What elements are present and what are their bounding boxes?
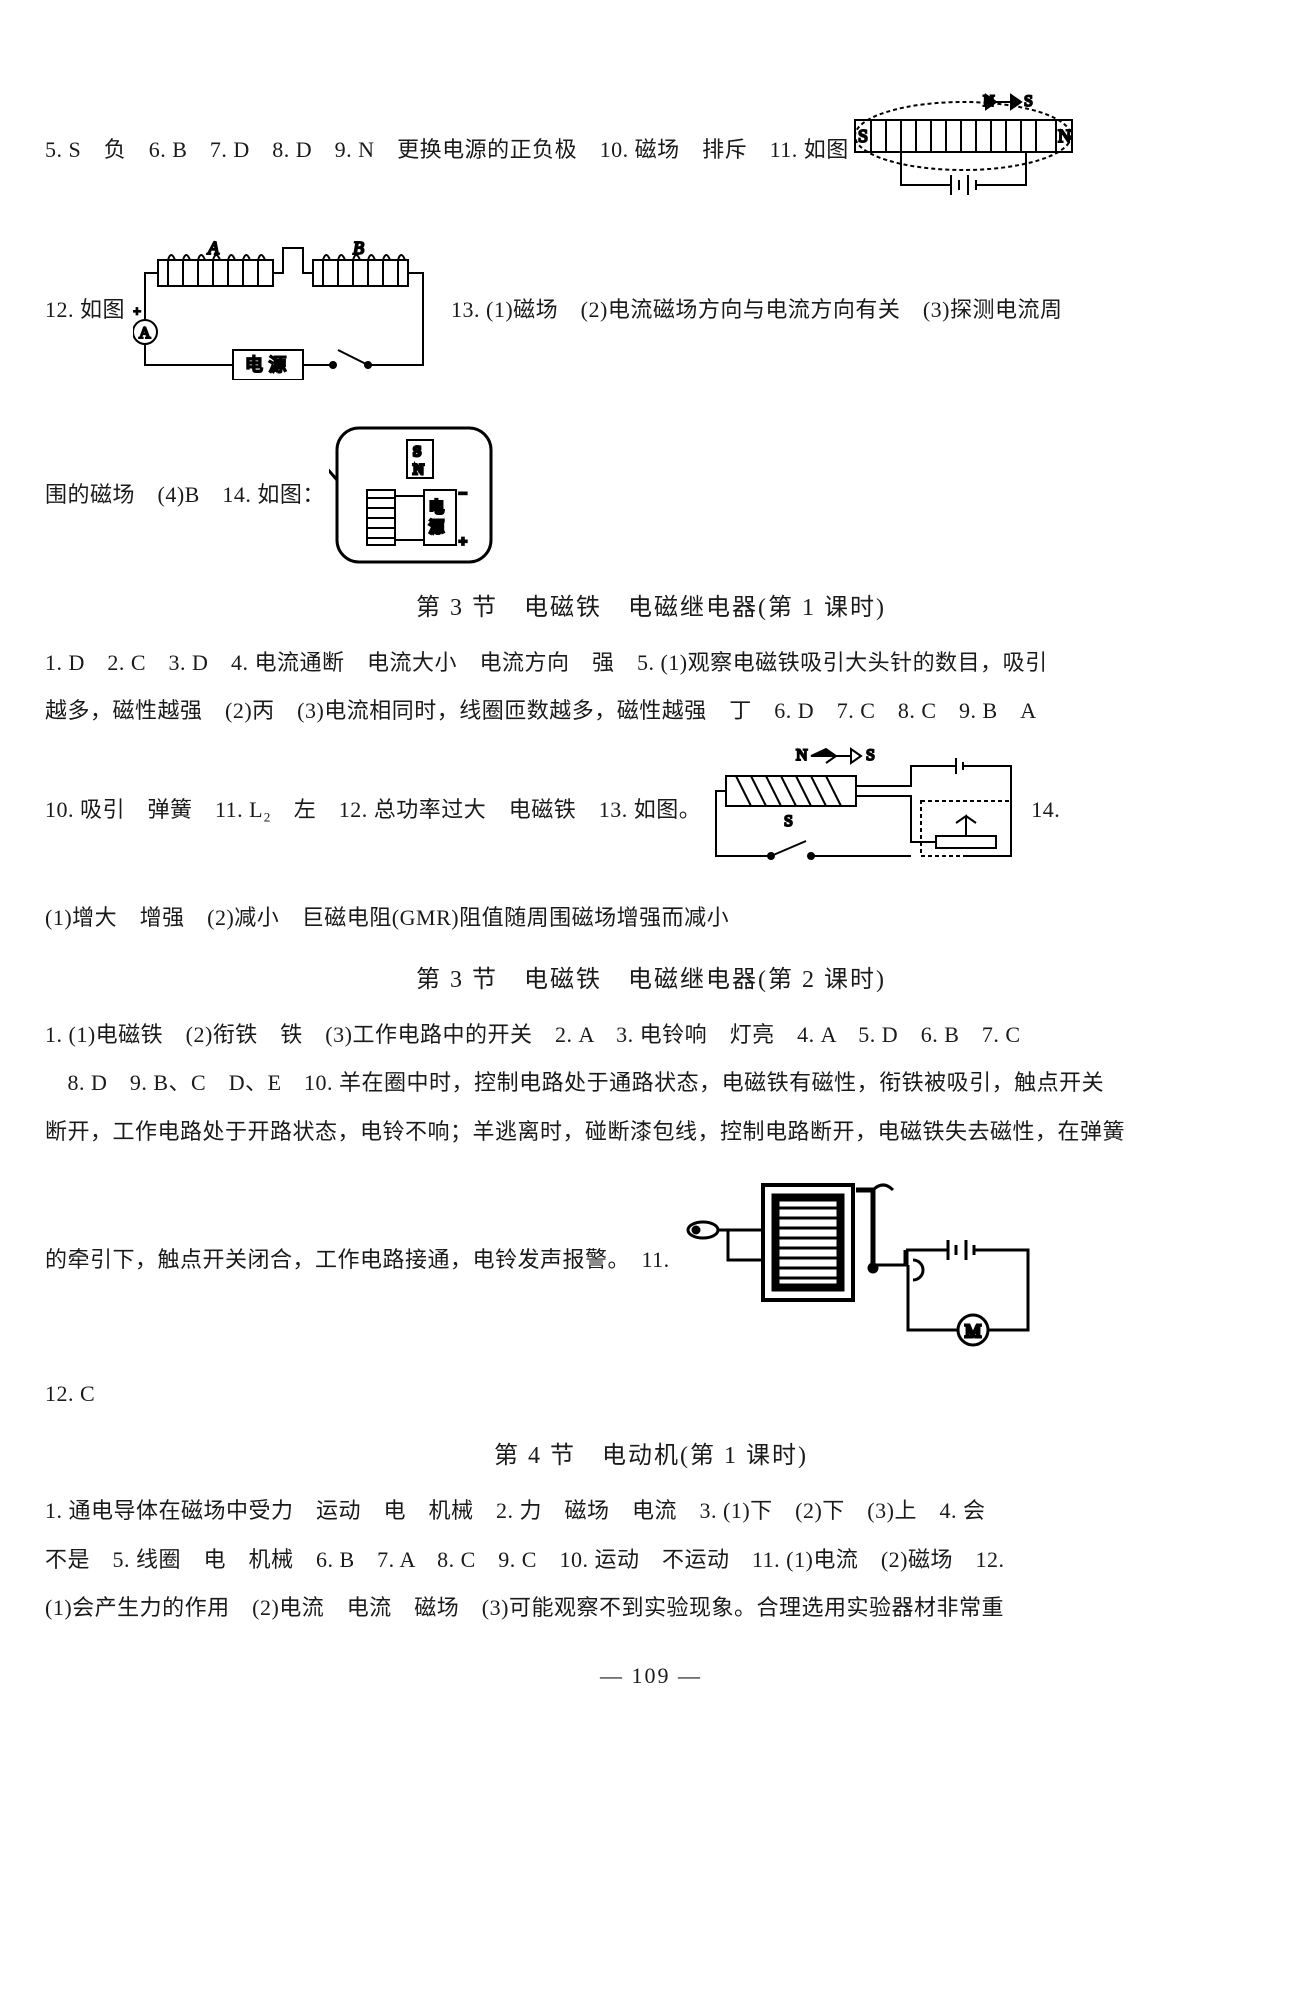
figure-12: A B A + 电 源: [133, 240, 443, 380]
page-number: — 109 —: [45, 1652, 1257, 1700]
power-label: 电 源: [245, 355, 287, 375]
compass-s: S: [866, 747, 875, 764]
ammeter-label: A: [139, 325, 151, 342]
figure-14: S N 电 源 − +: [329, 420, 499, 570]
figure-11: N S S N: [851, 90, 1076, 210]
battery-label: 电: [429, 499, 445, 516]
svg-text:+: +: [459, 535, 467, 550]
svg-text:−: −: [459, 487, 467, 502]
compass-n: N: [796, 747, 808, 764]
answer-text-12-prefix: 12. 如图: [45, 286, 125, 334]
s31-line3: 10. 吸引 弹簧 11. L₂ 左 12. 总功率过大 电磁铁 13. 如图。…: [45, 746, 1257, 876]
s32-line2: 8. D 9. B、C D、E 10. 羊在圈中时，控制电路处于通路状态，电磁铁…: [45, 1059, 1257, 1107]
compass-s-label: S: [413, 444, 422, 460]
s32-line4-prefix: 的牵引下，触点开关闭合，工作电路接通，电铃发声报警。 11.: [45, 1236, 670, 1284]
coil-a-label: A: [207, 240, 220, 258]
s41-line2: 不是 5. 线圈 电 机械 6. B 7. A 8. C 9. C 10. 运动…: [45, 1536, 1257, 1584]
answer-line-14: 围的磁场 (4)B 14. 如图： S N 电 源 − +: [45, 420, 1257, 570]
section-4-1-title: 第 4 节 电动机(第 1 课时): [45, 1430, 1257, 1483]
answer-text-1: 5. S 负 6. B 7. D 8. D 9. N 更换电源的正负极 10. …: [45, 126, 849, 174]
s41-line3: (1)会产生力的作用 (2)电流 电流 磁场 (3)可能观察不到实验现象。合理选…: [45, 1584, 1257, 1632]
answer-text-14-prefix: 围的磁场 (4)B 14. 如图：: [45, 471, 325, 519]
answer-line-1: 5. S 负 6. B 7. D 8. D 9. N 更换电源的正负极 10. …: [45, 90, 1257, 210]
s41-line1: 1. 通电导体在磁场中受力 运动 电 机械 2. 力 磁场 电流 3. (1)下…: [45, 1487, 1257, 1535]
s32-line1: 1. (1)电磁铁 (2)衔铁 铁 (3)工作电路中的开关 2. A 3. 电铃…: [45, 1011, 1257, 1059]
compass-n-label: N: [413, 462, 424, 478]
coil-b-label: B: [353, 240, 365, 258]
s31-line1: 1. D 2. C 3. D 4. 电流通断 电流大小 电流方向 强 5. (1…: [45, 639, 1257, 687]
compass-n: N: [983, 93, 995, 110]
figure-13: N S S: [711, 746, 1021, 876]
motor-label: M: [965, 1321, 982, 1341]
s32-line3: 断开，工作电路处于开路状态，电铃不响；羊逃离时，碰断漆包线，控制电路断开，电磁铁…: [45, 1108, 1257, 1156]
s31-line4: (1)增大 增强 (2)减小 巨磁电阻(GMR)阻值随周围磁场增强而减小: [45, 894, 1257, 942]
s32-line4: 的牵引下，触点开关闭合，工作电路接通，电铃发声报警。 11.: [45, 1170, 1257, 1350]
s31-line3-suffix: 14.: [1031, 786, 1060, 834]
section-3-2-title: 第 3 节 电磁铁 电磁继电器(第 2 课时): [45, 954, 1257, 1007]
coil-s-label: S: [858, 126, 869, 146]
answer-text-13: 13. (1)磁场 (2)电流磁场方向与电流方向有关 (3)探测电流周: [451, 286, 1062, 334]
compass-s: S: [1024, 93, 1033, 110]
s32-line5: 12. C: [45, 1370, 1257, 1418]
answer-line-12: 12. 如图 A B A +: [45, 240, 1257, 380]
figure-relay: M: [678, 1170, 1048, 1350]
svg-text:+: +: [133, 305, 141, 320]
svg-text:源: 源: [429, 519, 445, 536]
section-3-1-title: 第 3 节 电磁铁 电磁继电器(第 1 课时): [45, 582, 1257, 635]
s31-line2: 越多，磁性越强 (2)丙 (3)电流相同时，线圈匝数越多，磁性越强 丁 6. D…: [45, 687, 1257, 735]
pole-s-label: S: [784, 813, 793, 830]
s31-line3-prefix: 10. 吸引 弹簧 11. L₂ 左 12. 总功率过大 电磁铁 13. 如图。: [45, 786, 701, 834]
